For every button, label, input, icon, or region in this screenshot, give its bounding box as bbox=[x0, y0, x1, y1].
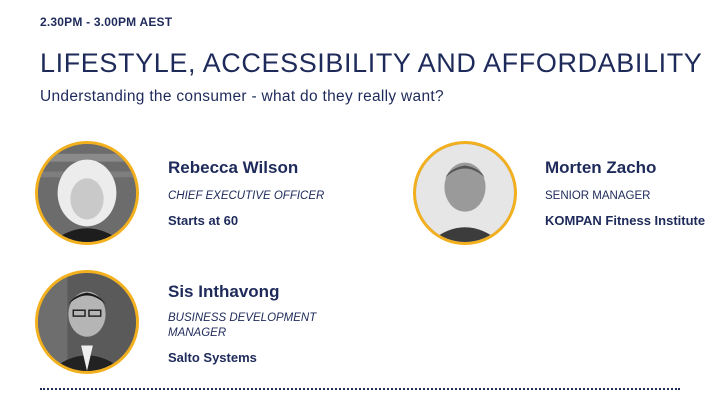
session-title: LIFESTYLE, ACCESSIBILITY AND AFFORDABILI… bbox=[40, 48, 703, 78]
speaker-role: CHIEF EXECUTIVE OFFICER bbox=[168, 190, 325, 202]
woman-portrait-icon bbox=[38, 144, 136, 242]
session-subtitle: Understanding the consumer - what do the… bbox=[40, 88, 444, 105]
speaker-role: BUSINESS DEVELOPMENT MANAGER bbox=[168, 312, 317, 339]
speaker-role: SENIOR MANAGER bbox=[545, 190, 651, 202]
man-portrait-icon bbox=[416, 144, 514, 242]
session-time: 2.30PM - 3.00PM AEST bbox=[40, 15, 173, 29]
dotted-divider bbox=[40, 388, 680, 390]
speaker-organization: Salto Systems bbox=[168, 350, 257, 365]
speaker-name: Morten Zacho bbox=[545, 158, 657, 177]
man-portrait-icon bbox=[38, 273, 136, 371]
speaker-organization: KOMPAN Fitness Institute bbox=[545, 213, 706, 228]
speaker-photo-sis-inthavong bbox=[35, 270, 139, 374]
speaker-photo-rebecca-wilson bbox=[35, 141, 139, 245]
speaker-name: Rebecca Wilson bbox=[168, 158, 299, 177]
speaker-name: Sis Inthavong bbox=[168, 282, 280, 301]
speaker-photo-morten-zacho bbox=[413, 141, 517, 245]
speaker-organization: Starts at 60 bbox=[168, 213, 239, 228]
